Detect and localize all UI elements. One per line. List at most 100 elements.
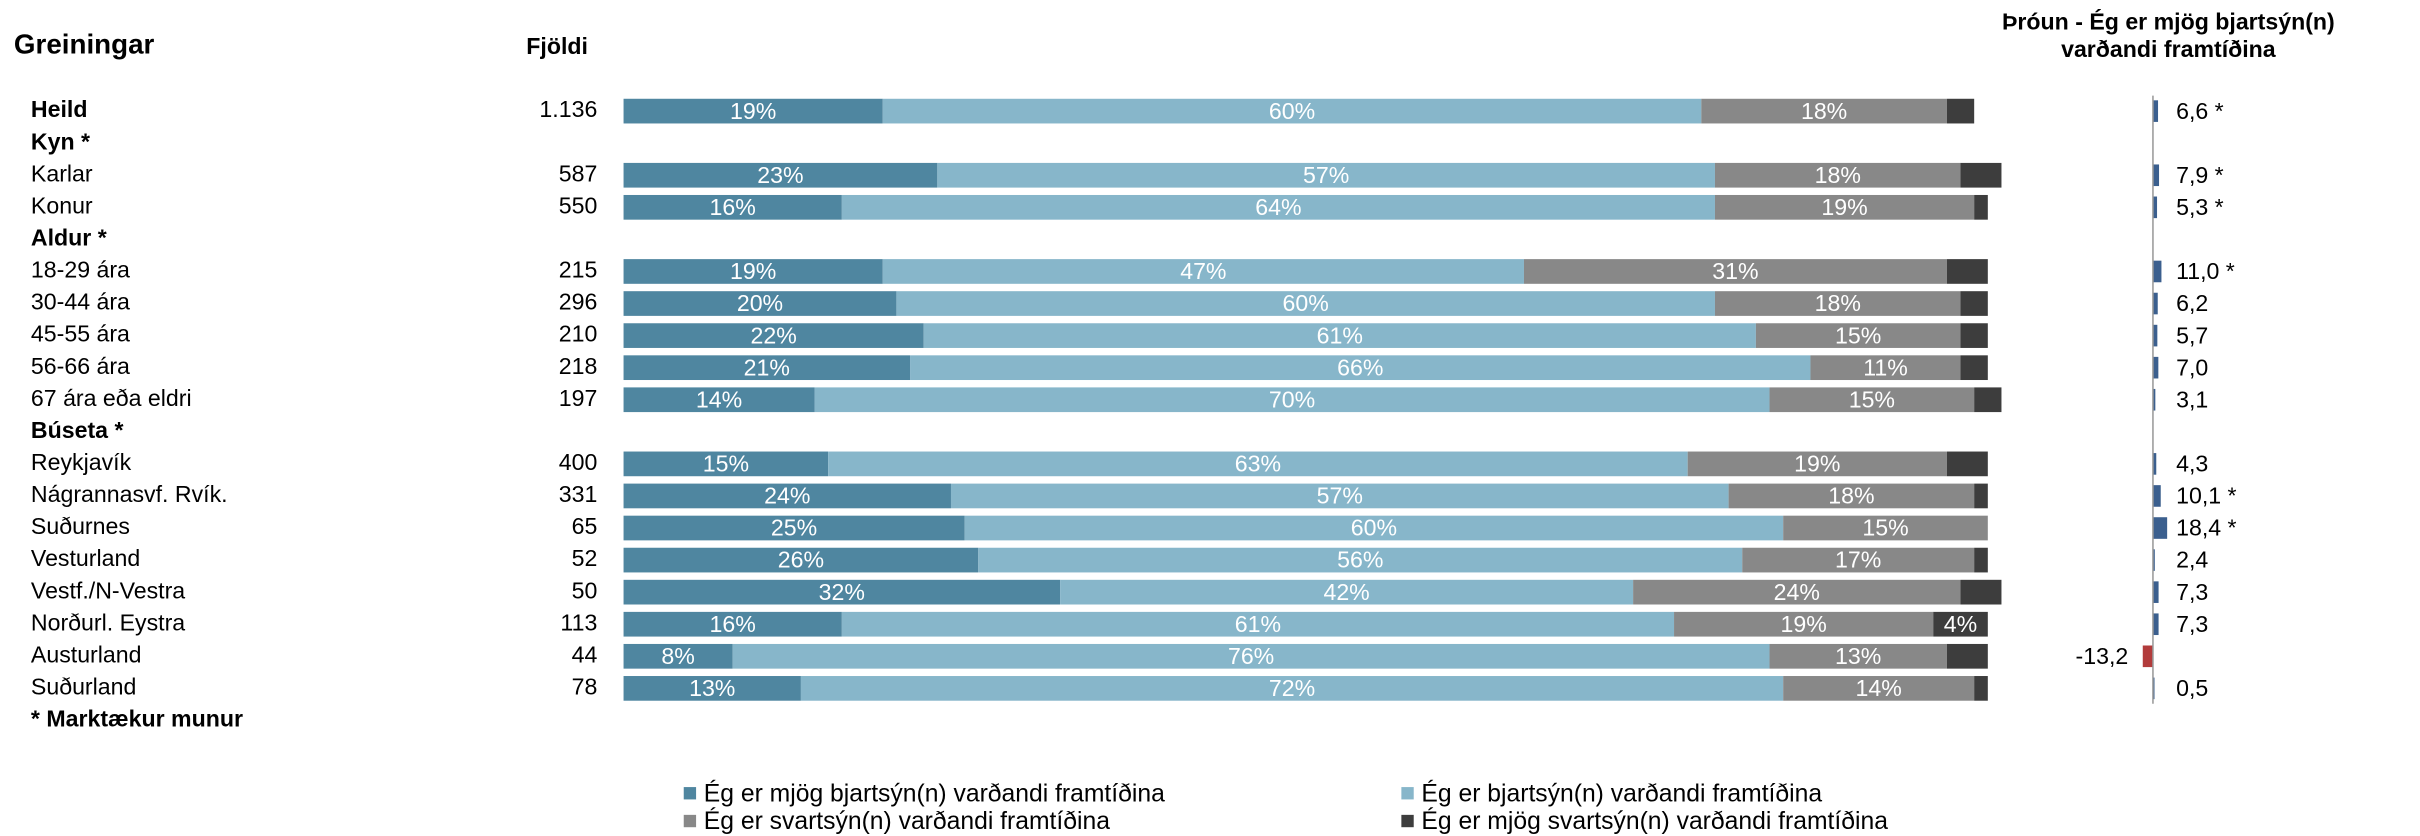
bar-label: 15%	[703, 451, 749, 477]
bar-label: 14%	[1856, 675, 1902, 701]
bar-label: 47%	[1180, 258, 1226, 284]
trend-bar	[2142, 645, 2153, 668]
bar-label: 21%	[744, 354, 790, 380]
legend-swatch	[1401, 787, 1414, 800]
bar-label: 19%	[1780, 611, 1826, 637]
count: 197	[559, 385, 598, 411]
row-label: 30-44 ára	[31, 289, 130, 315]
bar-segment	[828, 451, 1688, 477]
bar-segment	[1714, 291, 1961, 316]
bar-segment	[910, 355, 1811, 381]
row-label: Suðurland	[31, 673, 136, 699]
count: 331	[559, 481, 598, 507]
bar-label: 26%	[778, 547, 824, 573]
bar-label: 4%	[1944, 611, 1977, 637]
bar-label: 57%	[1303, 162, 1349, 188]
trend-label: 7,3	[2176, 579, 2208, 605]
bar-label: 32%	[819, 579, 865, 605]
bar-segment	[1728, 483, 1975, 509]
bar-segment	[1714, 194, 1975, 220]
bar-segment	[623, 643, 733, 669]
bar-segment	[623, 291, 897, 316]
bar-segment	[1701, 98, 1947, 124]
count: 65	[572, 513, 598, 539]
row-label: Kyn *	[31, 128, 90, 154]
bar-segment	[841, 611, 1675, 637]
row-label: 67 ára eða eldri	[31, 385, 192, 411]
bar-segment	[1974, 547, 1988, 573]
count: 587	[559, 160, 598, 186]
bar-segment	[1933, 611, 1988, 637]
bar-label: 60%	[1283, 290, 1329, 316]
bar-label: 60%	[1269, 98, 1315, 124]
count: 52	[572, 545, 598, 571]
bar-label: 24%	[1774, 579, 1820, 605]
legend-swatch	[683, 814, 697, 828]
trend-bar	[2152, 164, 2160, 187]
trend-bar	[2152, 517, 2168, 539]
bar-label: 61%	[1317, 322, 1363, 348]
bar-segment	[1523, 259, 1947, 284]
bar-segment	[937, 162, 1715, 188]
bar-label: 18%	[1828, 483, 1874, 509]
bar-segment	[623, 547, 979, 573]
trend-bar	[2152, 388, 2156, 411]
trend-title: Þróun - Ég er mjög bjartsýn(n)	[2002, 7, 2335, 34]
bar-label: 19%	[730, 98, 776, 124]
row-label: Vesturland	[31, 545, 140, 571]
bar-segment	[1946, 98, 1975, 124]
bar-segment	[623, 579, 1061, 605]
row-label: Vestf./N-Vestra	[31, 577, 185, 603]
bar-segment	[950, 483, 1729, 509]
trend-label: 7,3	[2176, 611, 2208, 637]
bar-label: 76%	[1228, 643, 1274, 669]
bar-label: 16%	[710, 194, 756, 220]
bar-segment	[623, 451, 829, 477]
bar-segment	[1060, 579, 1634, 605]
bar-label: 70%	[1269, 386, 1315, 412]
trend-label: 6,6 *	[2176, 98, 2224, 124]
bar-segment	[1960, 323, 1988, 348]
bar-segment	[896, 291, 1715, 316]
bar-segment	[623, 98, 883, 124]
bar-label: 19%	[730, 258, 776, 284]
count: 113	[560, 609, 597, 635]
count: 210	[559, 321, 598, 347]
row-label: Nágrannasvf. Rvík.	[31, 481, 228, 507]
bar-segment	[1742, 547, 1975, 573]
trend-label: 7,9 *	[2176, 162, 2224, 188]
bar-segment	[1960, 579, 2002, 605]
bar-label: 17%	[1835, 547, 1881, 573]
row-label: Aldur *	[31, 225, 107, 251]
legend-label: Ég er svartsýn(n) varðandi framtíðina	[704, 808, 1110, 835]
bar-label: 20%	[737, 290, 783, 316]
bar-label: 11%	[1863, 354, 1908, 380]
bar-label: 18%	[1801, 98, 1847, 124]
trend-bar	[2152, 292, 2158, 315]
bar-label: 72%	[1269, 675, 1315, 701]
bar-segment	[1674, 611, 1934, 637]
legend-label: Ég er bjartsýn(n) varðandi framtíðina	[1421, 780, 1822, 807]
trend-bar	[2152, 453, 2157, 475]
bar-segment	[623, 323, 924, 348]
row-label: Suðurnes	[31, 513, 130, 539]
trend-label: 18,4 *	[2176, 515, 2236, 541]
trend-label: -13,2	[2076, 643, 2129, 669]
bar-segment	[1769, 643, 1947, 669]
bar-label: 25%	[771, 515, 817, 541]
bar-segment	[1755, 323, 1961, 348]
trend-label: 5,7	[2176, 322, 2208, 348]
bar-label: 63%	[1235, 451, 1281, 477]
bar-label: 24%	[764, 483, 810, 509]
bar-segment	[1974, 387, 2002, 413]
bar-segment	[623, 387, 815, 413]
bar-segment	[923, 323, 1756, 348]
bar-segment	[882, 98, 1702, 124]
bar-segment	[814, 387, 1770, 413]
bar-segment	[1974, 483, 1988, 509]
row-label: 56-66 ára	[31, 353, 130, 379]
trend-label: 0,5	[2176, 675, 2208, 701]
bar-segment	[1974, 194, 1988, 220]
bar-label: 56%	[1337, 547, 1383, 573]
